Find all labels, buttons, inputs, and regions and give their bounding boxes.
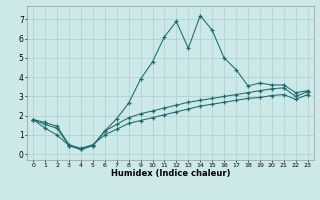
X-axis label: Humidex (Indice chaleur): Humidex (Indice chaleur) <box>111 169 230 178</box>
